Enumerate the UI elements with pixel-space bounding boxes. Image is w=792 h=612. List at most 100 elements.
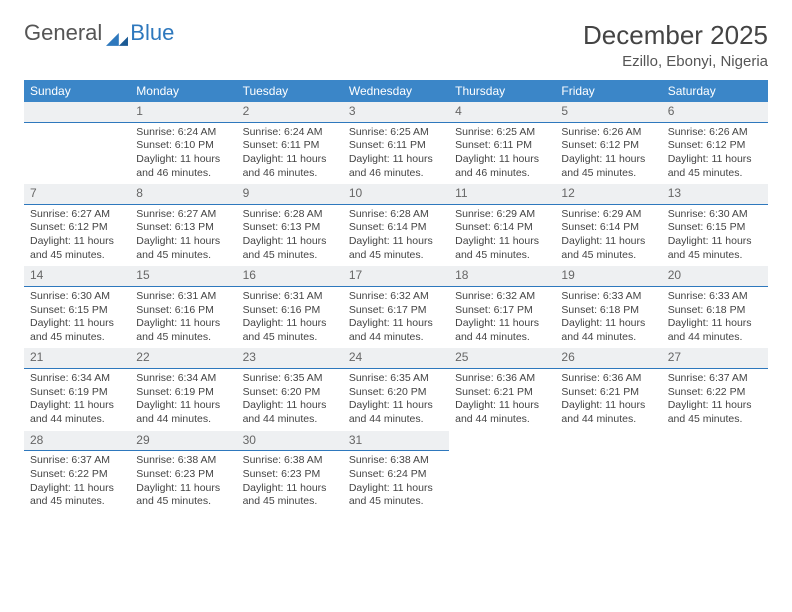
day-line-sunrise: Sunrise: 6:35 AM <box>243 372 337 386</box>
day-line-sunrise: Sunrise: 6:28 AM <box>243 208 337 222</box>
day-number: 18 <box>449 266 555 287</box>
day-details: Sunrise: 6:28 AMSunset: 6:14 PMDaylight:… <box>343 205 449 267</box>
calendar-cell: 26Sunrise: 6:36 AMSunset: 6:21 PMDayligh… <box>555 348 661 430</box>
day-details: Sunrise: 6:36 AMSunset: 6:21 PMDaylight:… <box>555 369 661 431</box>
day-line-day2: and 46 minutes. <box>136 167 230 181</box>
day-line-sunset: Sunset: 6:20 PM <box>349 386 443 400</box>
day-number: 30 <box>237 431 343 452</box>
day-details: Sunrise: 6:33 AMSunset: 6:18 PMDaylight:… <box>662 287 768 349</box>
day-details: Sunrise: 6:36 AMSunset: 6:21 PMDaylight:… <box>449 369 555 431</box>
day-line-sunset: Sunset: 6:24 PM <box>349 468 443 482</box>
day-details: Sunrise: 6:37 AMSunset: 6:22 PMDaylight:… <box>662 369 768 431</box>
day-line-day2: and 45 minutes. <box>349 495 443 509</box>
day-line-sunrise: Sunrise: 6:36 AM <box>455 372 549 386</box>
calendar-row: 14Sunrise: 6:30 AMSunset: 6:15 PMDayligh… <box>24 266 768 348</box>
day-details: Sunrise: 6:31 AMSunset: 6:16 PMDaylight:… <box>237 287 343 349</box>
day-details: Sunrise: 6:34 AMSunset: 6:19 PMDaylight:… <box>130 369 236 431</box>
day-line-sunset: Sunset: 6:12 PM <box>30 221 124 235</box>
calendar-cell: 9 Sunrise: 6:28 AMSunset: 6:13 PMDaylight… <box>237 184 343 266</box>
weekday-header-row: Sunday Monday Tuesday Wednesday Thursday… <box>24 80 768 102</box>
calendar-cell: 22Sunrise: 6:34 AMSunset: 6:19 PMDayligh… <box>130 348 236 430</box>
day-line-sunrise: Sunrise: 6:29 AM <box>561 208 655 222</box>
day-line-sunrise: Sunrise: 6:38 AM <box>243 454 337 468</box>
day-line-day1: Daylight: 11 hours <box>349 235 443 249</box>
calendar-cell: 11Sunrise: 6:29 AMSunset: 6:14 PMDayligh… <box>449 184 555 266</box>
empty-day-bar <box>24 102 130 123</box>
day-line-sunrise: Sunrise: 6:31 AM <box>136 290 230 304</box>
day-line-day2: and 44 minutes. <box>561 413 655 427</box>
day-details: Sunrise: 6:32 AMSunset: 6:17 PMDaylight:… <box>343 287 449 349</box>
day-line-day1: Daylight: 11 hours <box>243 399 337 413</box>
day-line-day1: Daylight: 11 hours <box>349 317 443 331</box>
day-line-sunrise: Sunrise: 6:32 AM <box>455 290 549 304</box>
day-line-day2: and 45 minutes. <box>668 167 762 181</box>
day-line-sunset: Sunset: 6:22 PM <box>668 386 762 400</box>
day-number: 2 <box>237 102 343 123</box>
day-number: 11 <box>449 184 555 205</box>
calendar-cell: 17Sunrise: 6:32 AMSunset: 6:17 PMDayligh… <box>343 266 449 348</box>
day-number: 19 <box>555 266 661 287</box>
day-line-sunrise: Sunrise: 6:24 AM <box>243 126 337 140</box>
day-line-day1: Daylight: 11 hours <box>561 399 655 413</box>
day-number: 6 <box>662 102 768 123</box>
day-line-day1: Daylight: 11 hours <box>455 153 549 167</box>
day-line-day1: Daylight: 11 hours <box>30 399 124 413</box>
day-line-day2: and 44 minutes. <box>30 413 124 427</box>
day-line-day2: and 45 minutes. <box>668 249 762 263</box>
day-line-sunrise: Sunrise: 6:34 AM <box>136 372 230 386</box>
day-line-day2: and 44 minutes. <box>455 331 549 345</box>
calendar-cell: 3Sunrise: 6:25 AMSunset: 6:11 PMDaylight… <box>343 102 449 184</box>
weekday-header: Tuesday <box>237 80 343 102</box>
day-line-sunset: Sunset: 6:12 PM <box>561 139 655 153</box>
day-line-day1: Daylight: 11 hours <box>136 317 230 331</box>
day-line-day1: Daylight: 11 hours <box>668 153 762 167</box>
day-line-day1: Daylight: 11 hours <box>349 399 443 413</box>
day-line-sunset: Sunset: 6:20 PM <box>243 386 337 400</box>
day-details: Sunrise: 6:29 AMSunset: 6:14 PMDaylight:… <box>449 205 555 267</box>
calendar-cell: 16Sunrise: 6:31 AMSunset: 6:16 PMDayligh… <box>237 266 343 348</box>
day-number: 13 <box>662 184 768 205</box>
day-details: Sunrise: 6:24 AMSunset: 6:10 PMDaylight:… <box>130 123 236 185</box>
header: General Blue December 2025 Ezillo, Ebony… <box>24 20 768 70</box>
calendar-row: 21Sunrise: 6:34 AMSunset: 6:19 PMDayligh… <box>24 348 768 430</box>
calendar-body: 1Sunrise: 6:24 AMSunset: 6:10 PMDaylight… <box>24 102 768 513</box>
day-line-sunrise: Sunrise: 6:34 AM <box>30 372 124 386</box>
day-line-day1: Daylight: 11 hours <box>243 235 337 249</box>
day-line-day1: Daylight: 11 hours <box>455 235 549 249</box>
weekday-header: Friday <box>555 80 661 102</box>
day-line-sunrise: Sunrise: 6:33 AM <box>668 290 762 304</box>
logo-icon <box>106 26 128 40</box>
day-line-sunrise: Sunrise: 6:26 AM <box>561 126 655 140</box>
calendar-cell <box>662 431 768 513</box>
day-line-day2: and 45 minutes. <box>243 331 337 345</box>
calendar-cell: 18Sunrise: 6:32 AMSunset: 6:17 PMDayligh… <box>449 266 555 348</box>
day-details: Sunrise: 6:26 AMSunset: 6:12 PMDaylight:… <box>662 123 768 185</box>
day-line-sunset: Sunset: 6:14 PM <box>455 221 549 235</box>
day-details: Sunrise: 6:38 AMSunset: 6:23 PMDaylight:… <box>130 451 236 513</box>
day-line-day2: and 45 minutes. <box>243 249 337 263</box>
day-details: Sunrise: 6:27 AMSunset: 6:12 PMDaylight:… <box>24 205 130 267</box>
day-line-day2: and 45 minutes. <box>243 495 337 509</box>
day-line-sunset: Sunset: 6:11 PM <box>455 139 549 153</box>
day-number: 3 <box>343 102 449 123</box>
day-line-sunset: Sunset: 6:13 PM <box>243 221 337 235</box>
day-line-day1: Daylight: 11 hours <box>243 153 337 167</box>
day-number: 21 <box>24 348 130 369</box>
calendar-cell: 2Sunrise: 6:24 AMSunset: 6:11 PMDaylight… <box>237 102 343 184</box>
day-number: 9 <box>237 184 343 205</box>
day-line-day1: Daylight: 11 hours <box>349 482 443 496</box>
calendar-cell: 25Sunrise: 6:36 AMSunset: 6:21 PMDayligh… <box>449 348 555 430</box>
day-line-day1: Daylight: 11 hours <box>243 482 337 496</box>
day-line-sunset: Sunset: 6:23 PM <box>243 468 337 482</box>
logo-text-blue: Blue <box>130 20 174 46</box>
calendar-table: Sunday Monday Tuesday Wednesday Thursday… <box>24 80 768 513</box>
weekday-header: Sunday <box>24 80 130 102</box>
calendar-row: 7Sunrise: 6:27 AMSunset: 6:12 PMDaylight… <box>24 184 768 266</box>
day-line-sunset: Sunset: 6:13 PM <box>136 221 230 235</box>
day-line-sunset: Sunset: 6:14 PM <box>561 221 655 235</box>
day-line-day1: Daylight: 11 hours <box>561 317 655 331</box>
day-line-sunset: Sunset: 6:17 PM <box>349 304 443 318</box>
day-line-day1: Daylight: 11 hours <box>561 153 655 167</box>
day-line-sunrise: Sunrise: 6:33 AM <box>561 290 655 304</box>
day-line-sunrise: Sunrise: 6:30 AM <box>668 208 762 222</box>
